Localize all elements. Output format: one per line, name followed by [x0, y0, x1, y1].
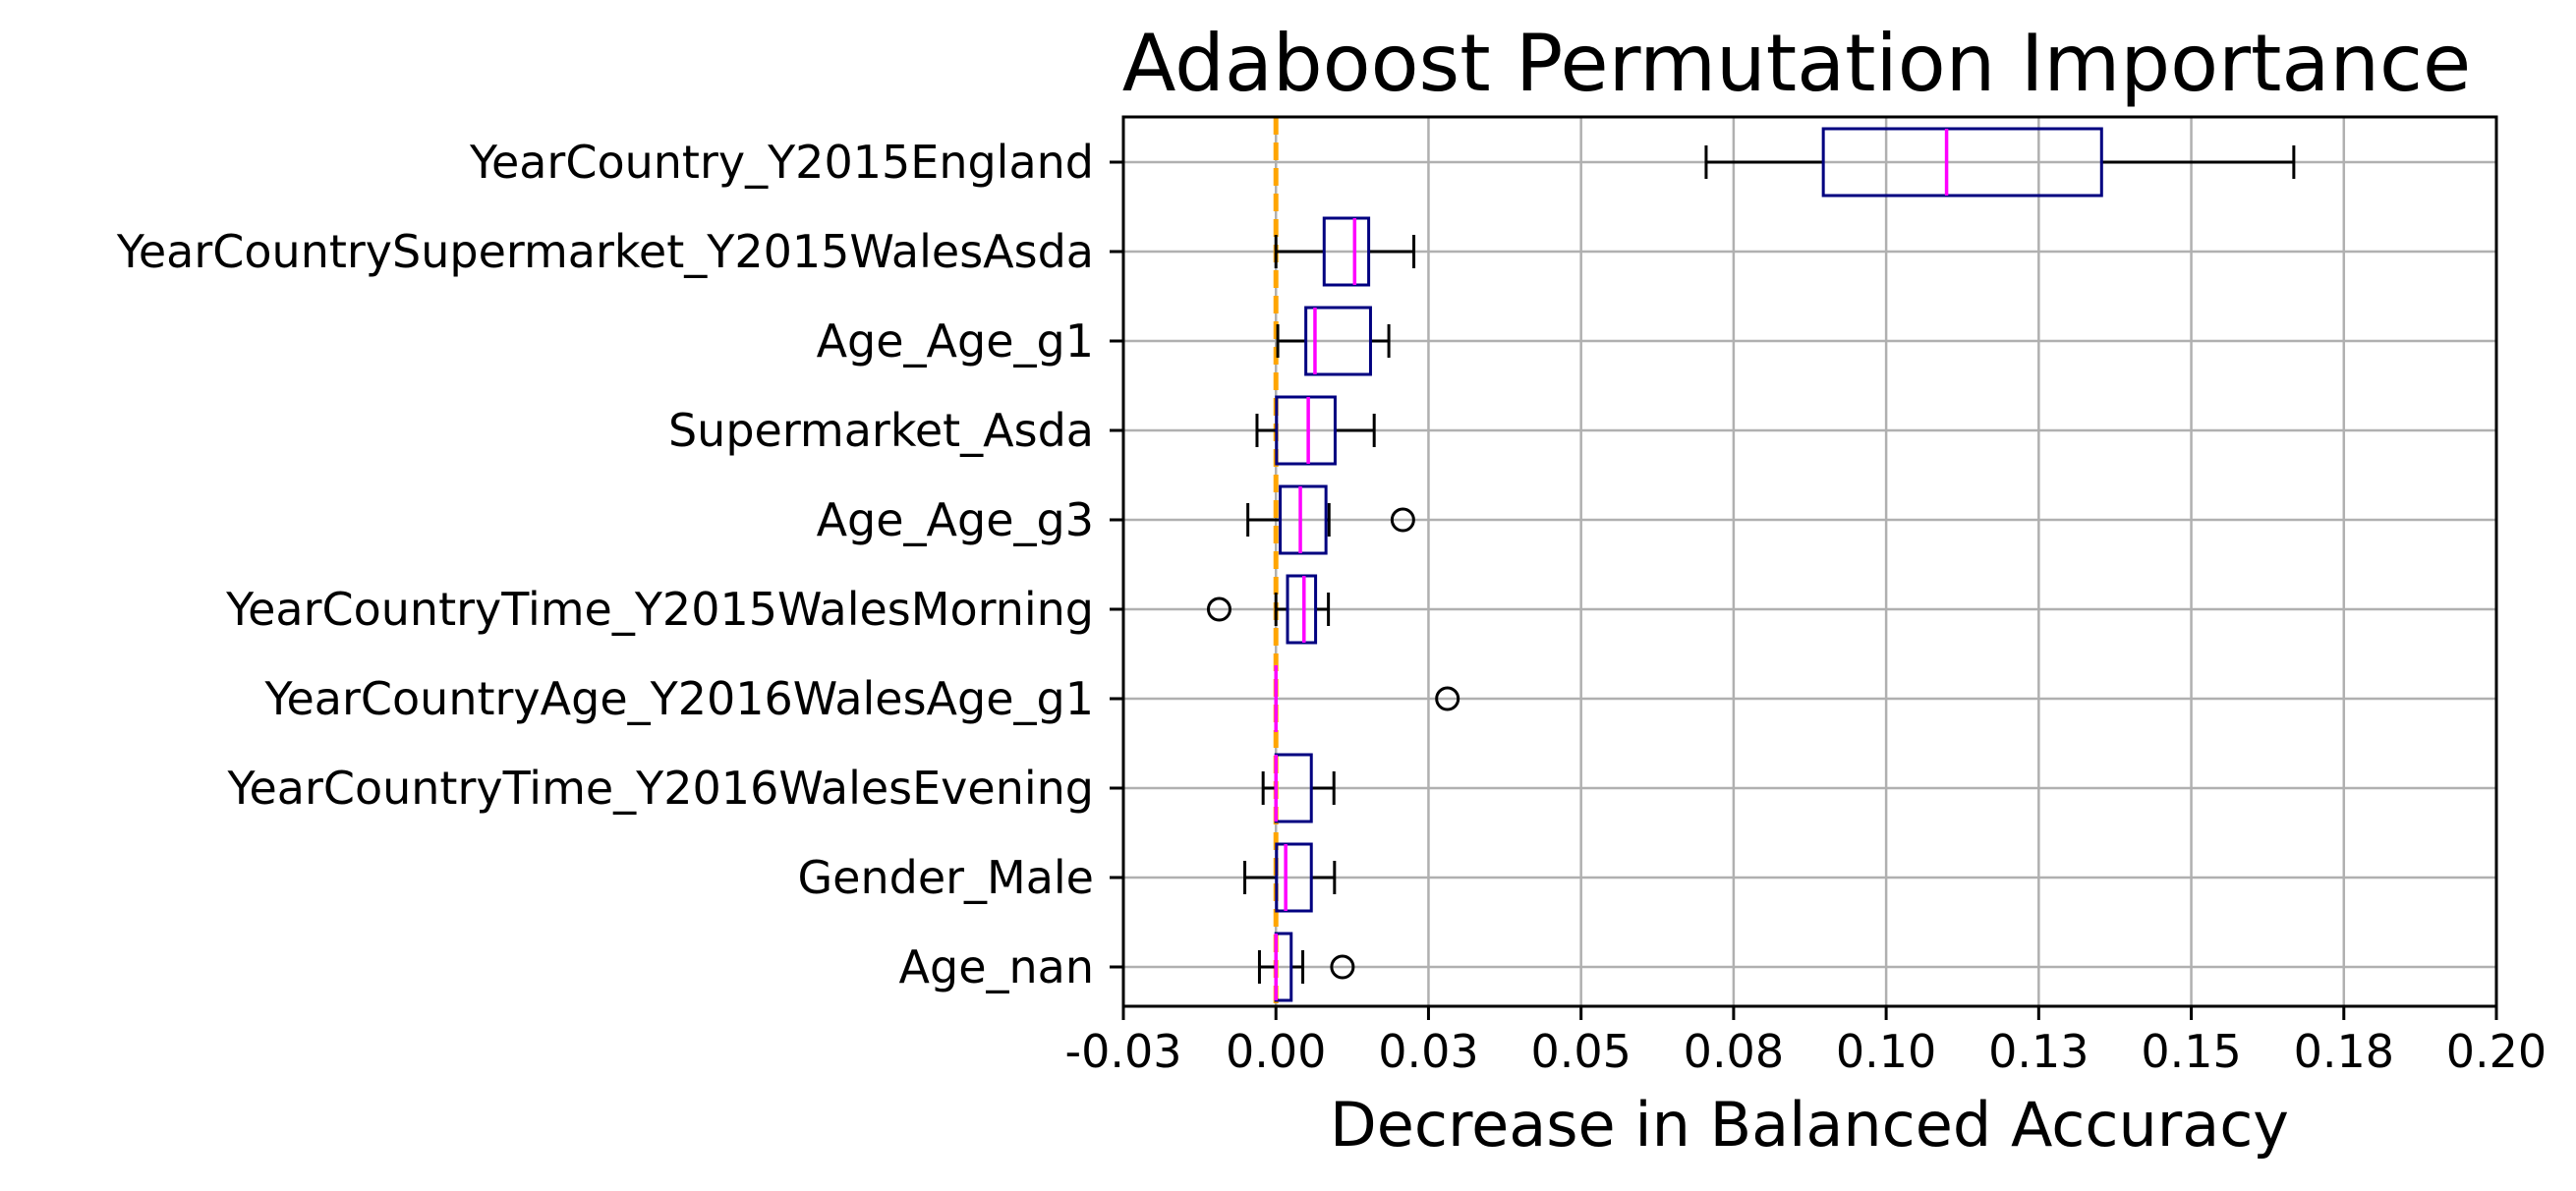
box-group [1704, 127, 2296, 198]
box-group [1274, 216, 1416, 287]
box-iqr [1821, 127, 2103, 198]
box-group [1255, 395, 1376, 466]
box-iqr [1322, 216, 1371, 287]
box-group [1261, 753, 1336, 823]
y-tick-label: Age_nan [899, 940, 1094, 993]
x-axis: -0.03 0.00 0.03 0.05 0.08 0.10 0.13 0.15 0.18 0.2… [1064, 1006, 2547, 1078]
y-axis: YearCountry_Y2015England YearCountrySuper… [116, 136, 1123, 993]
x-tick-label: 0.20 [2446, 1025, 2547, 1078]
y-tick-label: Age_Age_g3 [817, 493, 1094, 546]
x-tick-label: 0.05 [1530, 1025, 1631, 1078]
box-group [1257, 932, 1355, 1002]
box-group [1206, 574, 1331, 645]
x-tick-label: 0.03 [1378, 1025, 1478, 1078]
x-axis-label: Decrease in Balanced Accuracy [1330, 1089, 2289, 1161]
x-tick-label: 0.00 [1226, 1025, 1326, 1078]
x-tick-label: 0.13 [1988, 1025, 2089, 1078]
x-tick-label: 0.15 [2141, 1025, 2241, 1078]
y-tick-label: Age_Age_g1 [817, 314, 1094, 368]
y-tick-label: Supermarket_Asda [668, 404, 1094, 457]
plot-area-frame [1121, 115, 2498, 1008]
x-tick-label: 0.18 [2294, 1025, 2394, 1078]
box-iqr [1275, 842, 1313, 913]
x-tick-label: 0.08 [1684, 1025, 1784, 1078]
box-iqr [1279, 484, 1328, 555]
x-tick-label: -0.03 [1064, 1025, 1181, 1078]
y-tick-label: Gender_Male [798, 851, 1094, 904]
box-group [1246, 484, 1415, 555]
outlier-point [1206, 596, 1231, 622]
y-tick-label: YearCountryTime_Y2015WalesMorning [225, 583, 1094, 636]
outlier-point [1435, 686, 1460, 711]
box-iqr [1286, 574, 1318, 645]
chart-title: Adaboost Permutation Importance [1122, 18, 2472, 109]
box-iqr [1304, 306, 1372, 376]
y-tick-label: YearCountrySupermarket_Y2015WalesAsda [116, 225, 1094, 278]
box-iqr [1275, 395, 1337, 466]
box-group [1243, 842, 1337, 913]
outlier-point [1330, 954, 1355, 980]
y-tick-label: YearCountryTime_Y2016WalesEvening [226, 762, 1094, 815]
box-group [1276, 306, 1391, 376]
x-tick-label: 0.10 [1836, 1025, 1936, 1078]
outlier-point [1390, 507, 1415, 533]
y-tick-label: YearCountryAge_Y2016WalesAge_g1 [264, 672, 1094, 725]
boxplot-series [1206, 127, 2296, 1002]
y-tick-label: YearCountry_Y2015England [469, 136, 1094, 189]
box-group [1274, 665, 1460, 732]
